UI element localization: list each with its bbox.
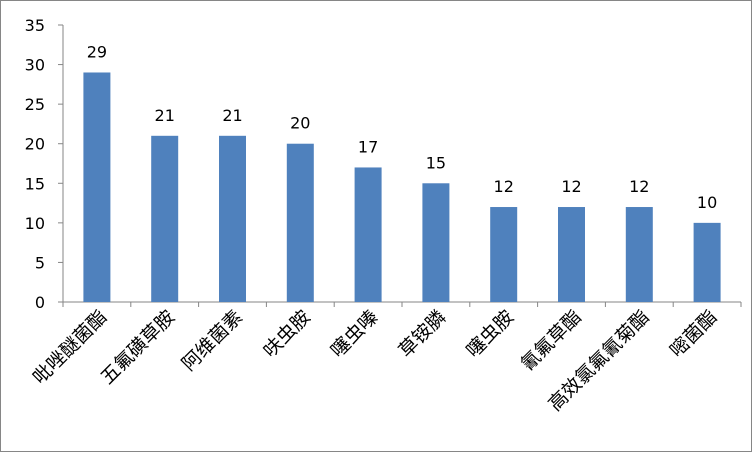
bar-1 bbox=[151, 135, 179, 302]
x-axis bbox=[62, 301, 742, 307]
y-tick-label: 10 bbox=[25, 214, 45, 233]
category-label: 呋虫胺 bbox=[259, 306, 315, 362]
data-label: 21 bbox=[222, 106, 242, 125]
category-label: 阿维菌素 bbox=[178, 306, 247, 375]
category-label: 噻虫胺 bbox=[462, 306, 518, 362]
y-tick-label: 15 bbox=[25, 174, 45, 193]
data-label: 20 bbox=[290, 114, 310, 133]
bar-6 bbox=[490, 207, 518, 302]
bar-4 bbox=[354, 167, 382, 302]
y-tick-label: 5 bbox=[35, 253, 45, 272]
category-label: 草铵膦 bbox=[395, 306, 451, 362]
data-label: 17 bbox=[358, 137, 378, 156]
y-axis: 0 5 10 15 20 25 30 35 bbox=[25, 16, 64, 312]
y-tick-label: 25 bbox=[25, 95, 45, 114]
bars bbox=[83, 72, 721, 302]
data-label: 12 bbox=[494, 177, 514, 196]
category-label: 氰氟草酯 bbox=[517, 306, 586, 375]
bar-5 bbox=[422, 183, 450, 302]
data-label: 21 bbox=[155, 106, 175, 125]
y-tick-label: 20 bbox=[25, 135, 45, 154]
data-label: 12 bbox=[561, 177, 581, 196]
bar-7 bbox=[558, 207, 585, 302]
bar-8 bbox=[625, 207, 653, 302]
bar-2 bbox=[219, 135, 246, 302]
data-label: 29 bbox=[87, 42, 107, 61]
category-label: 嘧菌酯 bbox=[666, 306, 722, 362]
data-labels: 29 21 21 20 17 15 12 12 12 10 bbox=[87, 42, 718, 211]
y-tick-label: 0 bbox=[35, 293, 45, 312]
bar-3 bbox=[286, 143, 314, 302]
y-tick-label: 35 bbox=[25, 16, 45, 35]
category-label: 五氟磺草胺 bbox=[96, 306, 179, 389]
data-label: 10 bbox=[697, 193, 717, 212]
category-label: 噻虫嗪 bbox=[327, 306, 383, 362]
bar-0 bbox=[83, 72, 111, 302]
bar-9 bbox=[693, 222, 721, 302]
data-label: 12 bbox=[629, 177, 649, 196]
data-label: 15 bbox=[426, 153, 446, 172]
y-tick-label: 30 bbox=[25, 56, 45, 75]
